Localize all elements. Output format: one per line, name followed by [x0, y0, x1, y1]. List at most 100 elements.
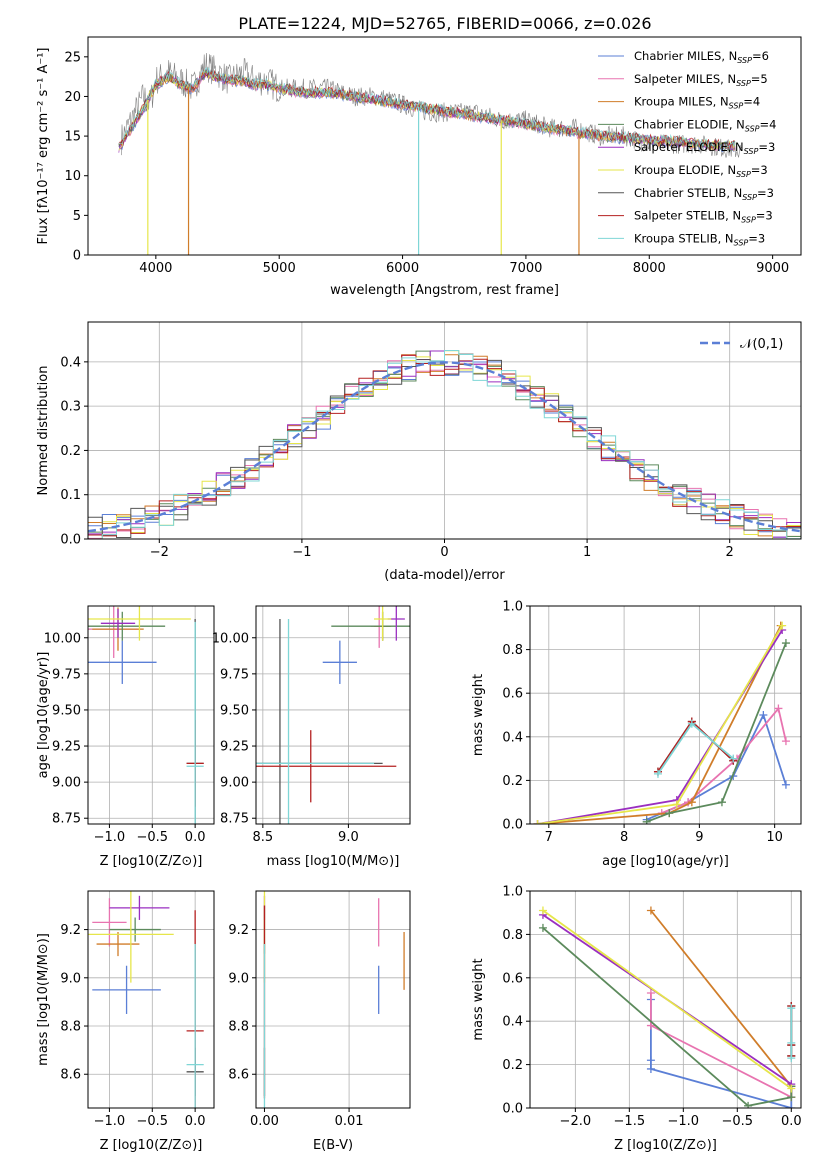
normal-curve: [88, 361, 801, 533]
y-tick-label: 8.8: [60, 1020, 81, 1035]
legend-label: Kroupa ELODIE, NSSP=3: [634, 163, 768, 179]
legend-label: Chabrier MILES, NSSP=6: [634, 49, 769, 65]
legend-subscript: SSP: [741, 216, 756, 225]
x-tick-label: 0.0: [185, 830, 206, 845]
y-tick-label: 0.1: [60, 488, 81, 503]
weight-marker: [787, 1004, 796, 1013]
y-tick-label: 9.0: [60, 971, 81, 986]
weight-marker: [672, 800, 681, 809]
x-tick-label: 7: [545, 830, 553, 845]
weight-marker: [653, 769, 662, 778]
x-tick-label: 6000: [386, 261, 419, 276]
legend-subscript: SSP: [745, 124, 760, 133]
weight-marker: [787, 1093, 796, 1102]
y-tick-label: 8.75: [220, 812, 249, 827]
weight-marker: [781, 780, 790, 789]
y-tick-label: 9.2: [228, 923, 249, 938]
legend-value: =6: [752, 49, 769, 63]
y-tick-label: 5: [73, 209, 81, 224]
y-tick-label: 8.75: [52, 812, 81, 827]
weight-marker: [646, 1056, 655, 1065]
y-tick-label: 0.6: [502, 971, 523, 986]
y-tick-label: 10: [64, 169, 81, 184]
x-tick-label: −1: [292, 545, 311, 560]
weight-line: [542, 909, 792, 1090]
legend-label: Chabrier ELODIE, NSSP=4: [634, 117, 776, 133]
residuals-panel: −2 −1 0 1 2 0.0 0.1 0.2 0.3 0.4 𝒩(0,1) (data-model)…: [36, 321, 802, 583]
y-tick-label: 9.50: [220, 703, 249, 718]
y-tick-label: 9.0: [228, 971, 249, 986]
axes-frame: [255, 605, 411, 825]
weight_vs_Z-plot-area: [538, 906, 796, 1108]
weight-marker: [787, 1104, 796, 1108]
weight-marker: [646, 1064, 655, 1073]
legend-label: 𝒩(0,1): [740, 337, 783, 352]
y-tick-label: 0.8: [502, 643, 523, 658]
legend-subscript: SSP: [737, 56, 752, 65]
legend-value: =3: [758, 140, 775, 154]
x-tick-label: 8000: [633, 261, 666, 276]
weight-marker: [774, 704, 783, 713]
age_vs_Z-plot-area: [88, 606, 204, 824]
y-axis-label: mass weight: [471, 674, 486, 756]
x-tick-label: 0.0: [185, 1114, 206, 1129]
axes-frame: [529, 890, 802, 1109]
spectrum-plot-area: [118, 52, 742, 255]
y-tick-label: 0.4: [502, 730, 523, 745]
x-tick-label: 7000: [509, 261, 542, 276]
y-tick-label: 8.8: [228, 1020, 249, 1035]
x-tick-label: 0.01: [335, 1114, 364, 1129]
y-tick-label: 0.3: [60, 400, 81, 415]
y-tick-label: 8.6: [60, 1068, 81, 1083]
x-tick-label: −1.0: [94, 1114, 126, 1129]
weight-marker: [646, 988, 655, 997]
legend-subscript: SSP: [736, 79, 751, 88]
y-tick-label: 0.4: [502, 1015, 523, 1030]
weight_vs_age-plot-area: [533, 621, 790, 824]
legend: Chabrier MILES, NSSP=6 Salpeter MILES, NS…: [598, 49, 776, 247]
y-tick-label: 9.25: [52, 740, 81, 755]
x-tick-label: 4000: [139, 261, 172, 276]
x-tick-label: −0.5: [136, 1114, 168, 1129]
x-tick-label: −2: [150, 545, 169, 560]
figure-title: PLATE=1224, MJD=52765, FIBERID=0066, z=0…: [238, 14, 651, 33]
y-tick-label: 1.0: [502, 885, 523, 900]
legend-value: =4: [743, 95, 760, 109]
model-trace: [118, 67, 736, 150]
x-axis-label: wavelength [Angstrom, rest frame]: [330, 283, 559, 298]
y-tick-label: 9.25: [220, 740, 249, 755]
weight-line: [646, 642, 787, 823]
legend-value: =3: [757, 186, 774, 200]
weight-marker: [759, 711, 768, 719]
legend-value: =3: [756, 209, 773, 223]
y-axis-label: mass [log10(M/M⊙)]: [36, 933, 51, 1066]
age_vs_Z-panel: −1.0 −0.5 0.0 8.75 9.00 9.25 9.50 9.75 10.00 Z [l…: [36, 605, 215, 869]
axes-frame: [87, 36, 802, 256]
y-tick-label: 0.0: [502, 1102, 523, 1117]
weight-marker: [687, 719, 696, 728]
x-tick-label: 1: [583, 545, 591, 560]
weight-marker: [717, 798, 726, 807]
residuals-plot-area: [88, 350, 801, 539]
legend-value: =4: [760, 117, 777, 131]
y-tick-label: 0.8: [502, 928, 523, 943]
x-tick-label: 8: [620, 830, 628, 845]
mass_vs_Z-plot-area: [88, 891, 204, 1108]
y-tick-label: 0.4: [60, 355, 81, 370]
y-axis-label: age [log10(age/yr)]: [36, 652, 51, 779]
y-axis-label: Flux [fλ10⁻¹⁷ erg cm⁻² s⁻¹ A⁻¹]: [36, 48, 51, 245]
axes-frame: [87, 605, 215, 825]
histogram-step: [88, 350, 801, 539]
x-axis-label: Z [log10(Z/Z⊙)]: [100, 854, 203, 869]
weight-marker: [778, 621, 787, 630]
age_vs_mass-plot-area: [256, 606, 410, 824]
x-tick-label: 9: [695, 830, 703, 845]
weight-marker: [787, 1038, 796, 1047]
y-tick-label: 9.2: [60, 923, 81, 938]
weight-marker: [642, 817, 651, 824]
y-tick-label: 9.00: [52, 776, 81, 791]
age_vs_mass-panel: 8.5 9.0 8.75 9.00 9.25 9.50 9.75 10.00 mass [log…: [212, 605, 411, 869]
weight-marker: [538, 923, 547, 932]
y-tick-label: 1.0: [502, 600, 523, 615]
